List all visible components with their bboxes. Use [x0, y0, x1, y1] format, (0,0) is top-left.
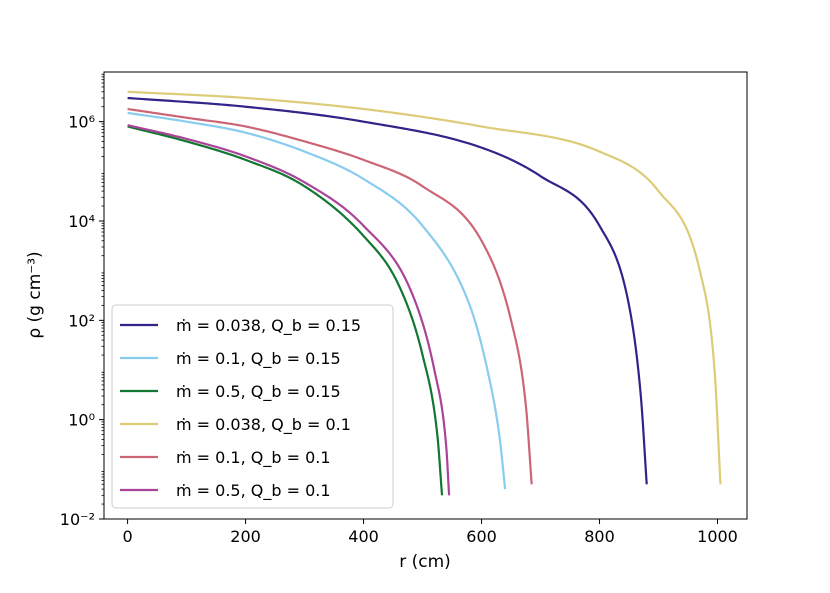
legend-label-3: ṁ = 0.5, Q_b = 0.15 [176, 382, 341, 402]
legend-label-1: ṁ = 0.038, Q_b = 0.15 [176, 316, 361, 336]
series-line-5 [127, 107, 533, 485]
y-tick-label: 10⁻² [60, 510, 95, 529]
y-tick-label: 10² [68, 311, 95, 330]
legend-label-6: ṁ = 0.5, Q_b = 0.1 [176, 481, 331, 501]
y-axis-label: ρ (g cm⁻³) [25, 251, 45, 338]
series-line-1 [127, 96, 648, 485]
legend-items: ṁ = 0.038, Q_b = 0.15 ṁ = 0.1, Q_b = 0.15… [120, 316, 361, 501]
x-tick-label: 0 [123, 527, 133, 546]
legend: ṁ = 0.038, Q_b = 0.15 ṁ = 0.1, Q_b = 0.15… [111, 304, 394, 509]
series-line-3 [127, 125, 444, 496]
x-axis-label: r (cm) [399, 552, 451, 572]
series-line-4 [127, 90, 722, 485]
series-line-2 [127, 111, 507, 490]
x-tick-label: 200 [230, 527, 261, 546]
series-line-6 [127, 124, 451, 496]
x-axis-ticks: 0 200 400 600 800 1000 [123, 519, 738, 546]
y-tick-label: 10⁶ [68, 113, 95, 132]
legend-label-2: ṁ = 0.1, Q_b = 0.15 [176, 349, 341, 369]
legend-box [111, 304, 394, 509]
x-tick-label: 1000 [697, 527, 738, 546]
legend-label-5: ṁ = 0.1, Q_b = 0.1 [176, 448, 331, 468]
y-axis-ticks: 10⁻² 10⁰ 10² 10⁴ 10⁶ [60, 73, 104, 529]
plot-frame [103, 71, 748, 520]
y-tick-label: 10⁴ [68, 212, 95, 231]
x-tick-label: 600 [466, 527, 497, 546]
x-tick-label: 400 [348, 527, 379, 546]
legend-label-4: ṁ = 0.038, Q_b = 0.1 [176, 415, 351, 435]
series-curves [127, 90, 722, 496]
y-tick-label: 10⁰ [68, 411, 95, 430]
x-tick-label: 800 [584, 527, 615, 546]
